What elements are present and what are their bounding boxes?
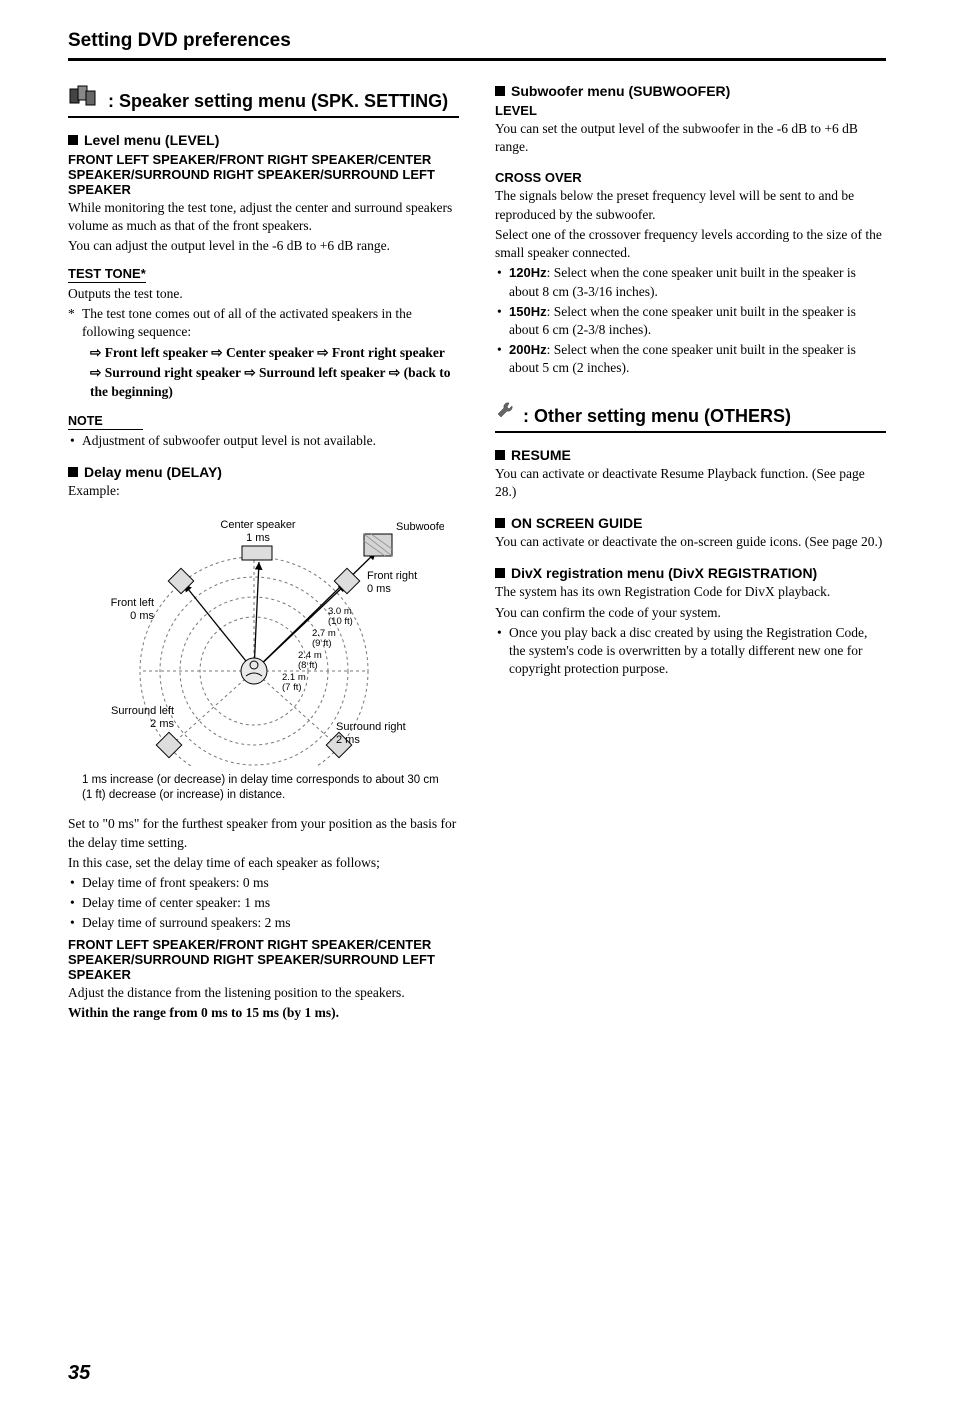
- svg-text:(8 ft): (8 ft): [298, 660, 318, 671]
- section-other-setting: : Other setting menu (OTHERS): [495, 400, 886, 433]
- seq-surround-left: Surround left speaker: [259, 365, 386, 380]
- delay-menu-heading: Delay menu (DELAY): [68, 464, 459, 480]
- level-menu-heading-text: Level menu (LEVEL): [84, 132, 219, 148]
- svg-text:(9 ft): (9 ft): [312, 638, 332, 649]
- right-column: Subwoofer menu (SUBWOOFER) LEVEL You can…: [495, 83, 886, 1385]
- left-column: : Speaker setting menu (SPK. SETTING) Le…: [68, 83, 459, 1385]
- svg-text:Front left: Front left: [110, 597, 153, 609]
- osg-body: You can activate or deactivate the on-sc…: [495, 533, 886, 551]
- test-tone-footnote: *The test tone comes out of all of the a…: [68, 305, 459, 341]
- crossover-heading: CROSS OVER: [495, 170, 886, 185]
- divx-heading-text: DivX registration menu (DivX REGISTRATIO…: [511, 565, 817, 581]
- delay-example-label: Example:: [68, 482, 459, 500]
- sub-level-body: You can set the output level of the subw…: [495, 120, 886, 156]
- level-speakers-list: FRONT LEFT SPEAKER/FRONT RIGHT SPEAKER/C…: [68, 152, 459, 197]
- delay-menu-heading-text: Delay menu (DELAY): [84, 464, 222, 480]
- test-tone-body: Outputs the test tone.: [68, 285, 459, 303]
- level-p2: You can adjust the output level in the -…: [68, 237, 459, 255]
- note-heading-wrap: NOTE: [68, 402, 459, 430]
- delay-diagram: Center speaker 1 ms Subwoofer Front righ…: [68, 506, 459, 803]
- divx-b1: Once you play back a disc created by usi…: [495, 624, 886, 679]
- crossover-b2: 150Hz: Select when the cone speaker unit…: [495, 303, 886, 339]
- content-columns: : Speaker setting menu (SPK. SETTING) Le…: [68, 83, 886, 1385]
- resume-body: You can activate or deactivate Resume Pl…: [495, 465, 886, 501]
- section-speaker-setting: : Speaker setting menu (SPK. SETTING): [68, 83, 459, 118]
- diagram-caption: 1 ms increase (or decrease) in delay tim…: [82, 773, 445, 803]
- crossover-bullets: 120Hz: Select when the cone speaker unit…: [495, 264, 886, 377]
- note-heading: NOTE: [68, 414, 143, 430]
- crossover-b1-text: : Select when the cone speaker unit buil…: [509, 265, 856, 298]
- svg-text:1 ms: 1 ms: [246, 532, 270, 544]
- svg-text:0 ms: 0 ms: [367, 583, 391, 595]
- svg-text:Front right: Front right: [367, 570, 417, 582]
- svg-text:Surround left: Surround left: [111, 705, 174, 717]
- delay-p4: Within the range from 0 ms to 15 ms (by …: [68, 1004, 459, 1022]
- crossover-b2-text: : Select when the cone speaker unit buil…: [509, 304, 856, 337]
- divx-p2: You can confirm the code of your system.: [495, 604, 886, 622]
- wrench-icon: [495, 400, 517, 427]
- divx-p1: The system has its own Registration Code…: [495, 583, 886, 601]
- delay-bullets: Delay time of front speakers: 0 ms Delay…: [68, 874, 459, 933]
- note-item-1: Adjustment of subwoofer output level is …: [68, 432, 459, 450]
- sub-level-heading: LEVEL: [495, 103, 886, 118]
- resume-heading-text: RESUME: [511, 447, 571, 463]
- delay-p3: Adjust the distance from the listening p…: [68, 984, 459, 1002]
- note-list: Adjustment of subwoofer output level is …: [68, 432, 459, 450]
- resume-heading: RESUME: [495, 447, 886, 463]
- osg-heading-text: ON SCREEN GUIDE: [511, 515, 642, 531]
- crossover-b3-hz: 200Hz: [509, 342, 547, 357]
- svg-text:2 ms: 2 ms: [336, 734, 360, 746]
- svg-text:Center speaker: Center speaker: [220, 519, 296, 531]
- crossover-b3: 200Hz: Select when the cone speaker unit…: [495, 341, 886, 377]
- subwoofer-menu-heading: Subwoofer menu (SUBWOOFER): [495, 83, 886, 99]
- speaker-icon: [68, 83, 102, 112]
- test-tone-footnote-text: The test tone comes out of all of the ac…: [82, 306, 412, 339]
- level-p1: While monitoring the test tone, adjust t…: [68, 199, 459, 235]
- page-header: Setting DVD preferences: [68, 30, 886, 61]
- divx-bullets: Once you play back a disc created by usi…: [495, 624, 886, 679]
- svg-text:(10 ft): (10 ft): [328, 616, 353, 627]
- delay-b2: Delay time of center speaker: 1 ms: [68, 894, 459, 912]
- svg-text:Subwoofer: Subwoofer: [396, 521, 444, 533]
- subwoofer-menu-heading-text: Subwoofer menu (SUBWOOFER): [511, 83, 730, 99]
- svg-text:Surround right: Surround right: [336, 721, 406, 733]
- delay-speakers-list: FRONT LEFT SPEAKER/FRONT RIGHT SPEAKER/C…: [68, 937, 459, 982]
- crossover-p2: Select one of the crossover frequency le…: [495, 226, 886, 262]
- svg-text:0 ms: 0 ms: [130, 610, 154, 622]
- page-number: 35: [68, 1362, 459, 1385]
- delay-b1: Delay time of front speakers: 0 ms: [68, 874, 459, 892]
- section-title-speaker: : Speaker setting menu (SPK. SETTING): [108, 91, 448, 112]
- svg-text:2 ms: 2 ms: [150, 718, 174, 730]
- seq-surround-right: Surround right speaker: [105, 365, 241, 380]
- crossover-b3-text: : Select when the cone speaker unit buil…: [509, 342, 856, 375]
- svg-text:(7 ft): (7 ft): [282, 682, 302, 693]
- osg-heading: ON SCREEN GUIDE: [495, 515, 886, 531]
- crossover-b2-hz: 150Hz: [509, 304, 547, 319]
- delay-p1: Set to "0 ms" for the furthest speaker f…: [68, 815, 459, 851]
- crossover-p1: The signals below the preset frequency l…: [495, 187, 886, 223]
- delay-b3: Delay time of surround speakers: 2 ms: [68, 914, 459, 932]
- seq-front-right: Front right speaker: [332, 345, 445, 360]
- seq-front-left: Front left speaker: [105, 345, 208, 360]
- delay-p2: In this case, set the delay time of each…: [68, 854, 459, 872]
- test-tone-sequence: ⇨ Front left speaker ⇨ Center speaker ⇨ …: [68, 343, 459, 402]
- crossover-b1: 120Hz: Select when the cone speaker unit…: [495, 264, 886, 300]
- seq-center: Center speaker: [226, 345, 314, 360]
- test-tone-heading: TEST TONE*: [68, 266, 459, 283]
- crossover-b1-hz: 120Hz: [509, 265, 547, 280]
- level-menu-heading: Level menu (LEVEL): [68, 132, 459, 148]
- test-tone-heading-text: TEST TONE*: [68, 266, 146, 283]
- divx-heading: DivX registration menu (DivX REGISTRATIO…: [495, 565, 886, 581]
- section-title-other: : Other setting menu (OTHERS): [523, 406, 791, 427]
